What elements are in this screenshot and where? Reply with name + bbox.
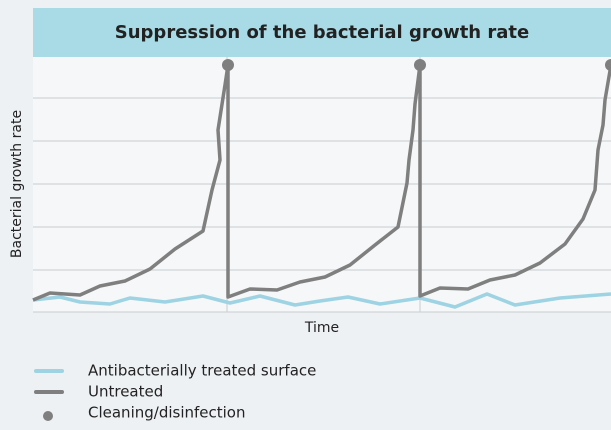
legend-label: Untreated [88, 383, 163, 401]
legend-label: Antibacterially treated surface [88, 362, 316, 380]
title-bar [33, 8, 611, 57]
cleaning-marker [222, 59, 234, 71]
series-line [32, 63, 611, 302]
legend-label: Cleaning/disinfection [88, 404, 246, 422]
chart-title: Suppression of the bacterial growth rate [115, 22, 529, 43]
x-axis-label: Time [304, 320, 339, 336]
legend-marker [43, 411, 53, 421]
cleaning-marker [605, 59, 611, 71]
y-axis-label: Bacterial growth rate [9, 110, 25, 258]
cleaning-marker [414, 59, 426, 71]
series-line [32, 292, 611, 309]
